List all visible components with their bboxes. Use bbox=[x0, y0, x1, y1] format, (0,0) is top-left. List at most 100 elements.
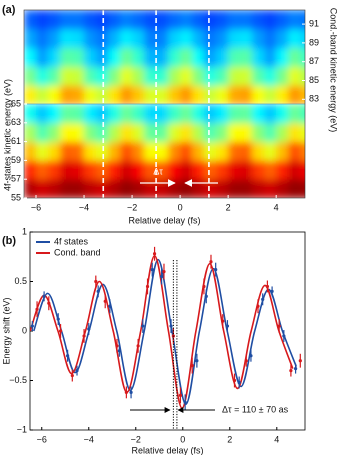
fit-line bbox=[33, 258, 298, 406]
heatmap-cell bbox=[300, 141, 305, 161]
heatmap-cell bbox=[180, 10, 193, 30]
heatmap-cell bbox=[168, 122, 181, 143]
heatmap-cell bbox=[120, 179, 133, 198]
heatmap-cell bbox=[96, 47, 109, 67]
data-point bbox=[152, 252, 157, 256]
data-point bbox=[108, 304, 112, 308]
heatmap-cell bbox=[36, 28, 49, 49]
heatmap-cell bbox=[108, 179, 121, 198]
heatmap-cell bbox=[144, 47, 157, 67]
heatmap-cell bbox=[228, 141, 241, 161]
heatmap-cell bbox=[48, 160, 61, 180]
heatmap-cell bbox=[204, 10, 217, 30]
heatmap-cell bbox=[276, 104, 289, 124]
heatmap-cell bbox=[240, 47, 253, 67]
data-point bbox=[141, 324, 145, 328]
heatmap-cell bbox=[120, 47, 133, 67]
heatmap-cell bbox=[288, 47, 301, 67]
heatmap-cell bbox=[72, 179, 85, 198]
data-point bbox=[265, 284, 269, 289]
x-tick-label: 0 bbox=[180, 434, 185, 444]
x-tick-label: 2 bbox=[226, 202, 231, 212]
heatmap-cell bbox=[216, 47, 229, 67]
heatmap-cell bbox=[156, 179, 169, 198]
heatmap-cell bbox=[240, 28, 253, 49]
data-point bbox=[249, 354, 253, 358]
heatmap-cell bbox=[72, 28, 85, 49]
heatmap-cell bbox=[108, 122, 121, 143]
heatmap-cell bbox=[180, 141, 193, 161]
heatmap-cell bbox=[144, 179, 157, 198]
heatmap-cell bbox=[60, 85, 73, 104]
heatmap-cell bbox=[120, 104, 133, 124]
heatmap-cell bbox=[156, 47, 169, 67]
heatmap-cell bbox=[288, 141, 301, 161]
y-tick-label: 65 bbox=[11, 98, 21, 108]
heatmap-cell bbox=[168, 47, 181, 67]
heatmap-cell bbox=[48, 141, 61, 161]
heatmap-cell bbox=[72, 66, 85, 86]
heatmap-cell bbox=[96, 104, 109, 124]
heatmap-cell bbox=[192, 28, 205, 49]
heatmap-cell bbox=[276, 47, 289, 67]
heatmap-cell bbox=[300, 66, 305, 86]
heatmap-cell bbox=[228, 47, 241, 67]
heatmap-cell bbox=[36, 66, 49, 86]
heatmap-cell bbox=[72, 10, 85, 30]
data-point bbox=[115, 344, 119, 348]
plot-area bbox=[30, 246, 302, 411]
heatmap-cell bbox=[36, 141, 49, 161]
heatmap-cell bbox=[36, 160, 49, 180]
heatmap-cell bbox=[48, 104, 61, 124]
heatmap-cell bbox=[144, 28, 157, 49]
heatmap-cell bbox=[72, 160, 85, 180]
heatmap-cell bbox=[180, 85, 193, 104]
heatmap-cell bbox=[276, 10, 289, 30]
y-axis-label: 4f-states kinetic energy (eV) bbox=[2, 79, 12, 191]
data-point bbox=[66, 354, 70, 358]
heatmap-cell bbox=[240, 104, 253, 124]
heatmap-cell bbox=[60, 160, 73, 180]
y2-tick-label: 83 bbox=[309, 94, 319, 104]
heatmap-cell bbox=[84, 47, 97, 67]
heatmap-cell bbox=[120, 66, 133, 86]
y-tick-label: 59 bbox=[11, 155, 21, 165]
heatmap-cell bbox=[132, 160, 145, 180]
x-tick-label: −6 bbox=[31, 202, 41, 212]
y-axis-label: Energy shift (eV) bbox=[1, 297, 11, 364]
y2-tick-label: 87 bbox=[309, 56, 319, 66]
heatmap-cell bbox=[96, 122, 109, 143]
heatmap-cell bbox=[276, 66, 289, 86]
heatmap-cell bbox=[276, 85, 289, 104]
heatmap-cell bbox=[72, 141, 85, 161]
heatmap-cell bbox=[132, 47, 145, 67]
data-point bbox=[221, 319, 225, 323]
heatmap-cell bbox=[144, 66, 157, 86]
heatmap-cell bbox=[120, 85, 133, 104]
heatmap-cell bbox=[288, 28, 301, 49]
heatmap-cell bbox=[180, 179, 193, 198]
heatmap-cell bbox=[192, 104, 205, 124]
heatmap-cell bbox=[36, 47, 49, 67]
data-point bbox=[162, 270, 166, 274]
heatmap-cell bbox=[108, 85, 121, 104]
heatmap-cell bbox=[216, 122, 229, 143]
heatmap-cell bbox=[252, 179, 265, 198]
heatmap-cell bbox=[264, 104, 277, 124]
heatmap-cell bbox=[96, 179, 109, 198]
heatmap-cell bbox=[240, 179, 253, 198]
heatmap-cell bbox=[300, 104, 305, 124]
heatmap-cell bbox=[84, 85, 97, 104]
heatmap-cell bbox=[216, 104, 229, 124]
data-point bbox=[136, 344, 140, 348]
heatmap-cell bbox=[24, 179, 37, 198]
heatmap-cell bbox=[300, 47, 305, 67]
heatmap-cell bbox=[24, 122, 37, 143]
heatmap-cell bbox=[144, 122, 157, 143]
data-point bbox=[87, 327, 91, 331]
heatmap-cell bbox=[144, 104, 157, 124]
heatmap-cell bbox=[108, 66, 121, 86]
data-point bbox=[145, 284, 150, 289]
heatmap-cell bbox=[132, 179, 145, 198]
heatmap-cell bbox=[240, 66, 253, 86]
